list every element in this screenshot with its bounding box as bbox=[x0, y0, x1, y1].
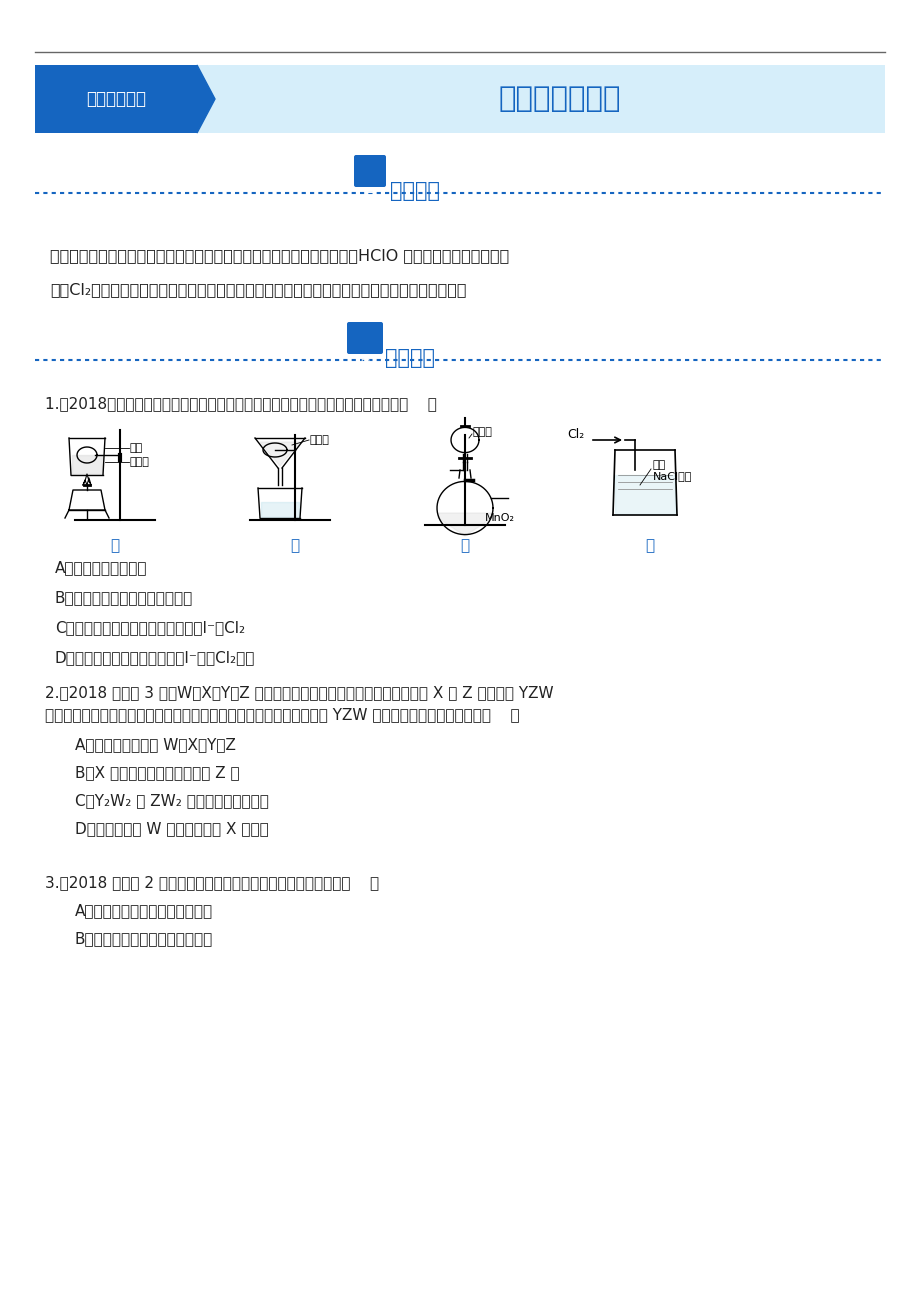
Text: Cl₂: Cl₂ bbox=[567, 428, 584, 441]
Text: 考点透视: 考点透视 bbox=[384, 348, 435, 368]
Text: 乙: 乙 bbox=[290, 538, 300, 553]
Text: B．X 的氢化物水溶液酸性强于 Z 的: B．X 的氢化物水溶液酸性强于 Z 的 bbox=[75, 766, 239, 780]
Text: 甲: 甲 bbox=[110, 538, 119, 553]
Text: A．原子半径大小为 W＜X＜Y＜Z: A．原子半径大小为 W＜X＜Y＜Z bbox=[75, 737, 235, 753]
Polygon shape bbox=[437, 513, 492, 536]
Text: 烧杯: 烧杯 bbox=[130, 443, 143, 453]
Text: 卤素及其化合物: 卤素及其化合物 bbox=[498, 85, 620, 113]
Text: 性；Cl₂的氧化性、实验室的制法实验综合问题；氯碱工业，还考查卤族元素的性质递变规律等。: 性；Cl₂的氧化性、实验室的制法实验综合问题；氯碱工业，还考查卤族元素的性质递变… bbox=[50, 283, 466, 297]
Text: 海带灰: 海带灰 bbox=[310, 435, 330, 445]
Text: 考查以氯为代表的卤素及其化合物的性质，氯水中各成分的检验和性质，HClO 的氧化性、漂白性和弱酸: 考查以氯为代表的卤素及其化合物的性质，氯水中各成分的检验和性质，HClO 的氧化… bbox=[50, 247, 509, 263]
Polygon shape bbox=[197, 65, 215, 133]
Text: 疯狂专练十一: 疯狂专练十一 bbox=[85, 90, 146, 108]
Text: 1.【2018江苏卷】下列有关从海带中提取碘的实验原理和装置能达到实验目的的是（    ）: 1.【2018江苏卷】下列有关从海带中提取碘的实验原理和装置能达到实验目的的是（… bbox=[45, 396, 437, 411]
Text: 与浓盐酸反应，有黄绿色气体产生，此气体同冷烧碱溶液作用，可得到 YZW 的溶液。下列说法正确的是（    ）: 与浓盐酸反应，有黄绿色气体产生，此气体同冷烧碱溶液作用，可得到 YZW 的溶液。… bbox=[45, 707, 519, 723]
Text: 丙: 丙 bbox=[460, 538, 469, 553]
Text: 🔍: 🔍 bbox=[360, 358, 369, 374]
FancyBboxPatch shape bbox=[35, 65, 197, 133]
Text: 👍: 👍 bbox=[365, 190, 375, 208]
Text: 丁: 丁 bbox=[645, 538, 653, 553]
Text: 浓盐酸: 浓盐酸 bbox=[472, 427, 493, 437]
Text: B．用装置乙过滤海带灰的浸泡液: B．用装置乙过滤海带灰的浸泡液 bbox=[55, 590, 193, 605]
Text: 2.【2018 新课标 3 卷】W、X、Y、Z 均为短周期元素且原子序数依次增大，元素 X 和 Z 同族。盐 YZW: 2.【2018 新课标 3 卷】W、X、Y、Z 均为短周期元素且原子序数依次增大… bbox=[45, 685, 553, 700]
Text: C．Y₂W₂ 与 ZW₂ 均含有非极性共价键: C．Y₂W₂ 与 ZW₂ 均含有非极性共价键 bbox=[75, 793, 268, 809]
Text: A．用装置甲灼烧海带: A．用装置甲灼烧海带 bbox=[55, 560, 147, 575]
Text: A．碳酸钠可用于去除餐具的油污: A．碳酸钠可用于去除餐具的油污 bbox=[75, 904, 213, 918]
Text: 考试说明: 考试说明 bbox=[390, 181, 439, 201]
Text: NaCl溶液: NaCl溶液 bbox=[652, 471, 692, 480]
Text: MnO₂: MnO₂ bbox=[484, 513, 515, 523]
Polygon shape bbox=[260, 441, 300, 466]
FancyBboxPatch shape bbox=[35, 65, 884, 133]
Text: 饱和: 饱和 bbox=[652, 460, 665, 470]
FancyBboxPatch shape bbox=[346, 322, 382, 354]
Text: D．标准状况下 W 的单质状态与 X 的相同: D．标准状况下 W 的单质状态与 X 的相同 bbox=[75, 822, 268, 836]
Text: C．用装置丙制备用于氧化浸泡液中I⁻的Cl₂: C．用装置丙制备用于氧化浸泡液中I⁻的Cl₂ bbox=[55, 620, 244, 635]
Text: 碎海带: 碎海带 bbox=[130, 457, 150, 467]
FancyBboxPatch shape bbox=[354, 155, 386, 187]
Text: D．用装置丁吸收氧化浸泡液中I⁻后的Cl₂尾气: D．用装置丁吸收氧化浸泡液中I⁻后的Cl₂尾气 bbox=[55, 650, 255, 665]
Text: 3.【2018 新课标 2 卷】化学与生活密切相关，下列说法错误的是（    ）: 3.【2018 新课标 2 卷】化学与生活密切相关，下列说法错误的是（ ） bbox=[45, 875, 379, 891]
Text: B．漂白粉可用于生活用水的消毒: B．漂白粉可用于生活用水的消毒 bbox=[75, 931, 213, 947]
